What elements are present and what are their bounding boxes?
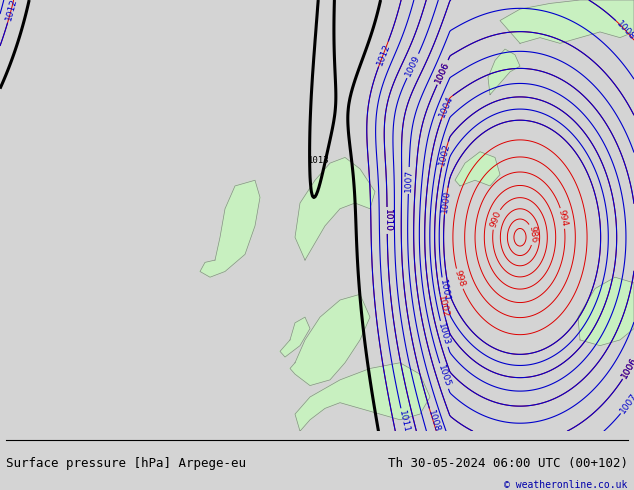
Polygon shape bbox=[290, 294, 370, 386]
Polygon shape bbox=[280, 317, 310, 357]
Text: 1005: 1005 bbox=[436, 364, 452, 389]
Text: 990: 990 bbox=[489, 210, 503, 229]
Polygon shape bbox=[295, 157, 375, 260]
Text: 994: 994 bbox=[557, 209, 569, 228]
Text: 1010: 1010 bbox=[382, 209, 392, 232]
Text: 1007: 1007 bbox=[404, 169, 413, 192]
Text: Surface pressure [hPa] Arpege-eu: Surface pressure [hPa] Arpege-eu bbox=[6, 457, 247, 470]
Text: 1012: 1012 bbox=[4, 0, 18, 22]
Polygon shape bbox=[488, 49, 520, 95]
Text: 1003: 1003 bbox=[436, 321, 451, 346]
Text: 1007: 1007 bbox=[619, 391, 634, 415]
Text: 1009: 1009 bbox=[404, 53, 422, 78]
Polygon shape bbox=[200, 180, 260, 277]
Text: 1010: 1010 bbox=[382, 209, 392, 232]
Text: 1006: 1006 bbox=[434, 60, 451, 85]
Text: 1004: 1004 bbox=[437, 95, 455, 119]
Polygon shape bbox=[295, 363, 430, 431]
Text: 1008: 1008 bbox=[614, 19, 634, 42]
Polygon shape bbox=[455, 152, 500, 186]
Text: 1011: 1011 bbox=[397, 409, 411, 434]
Text: 1001: 1001 bbox=[437, 279, 451, 303]
Text: 1002: 1002 bbox=[437, 142, 452, 167]
Text: © weatheronline.co.uk: © weatheronline.co.uk bbox=[504, 480, 628, 490]
Text: 986: 986 bbox=[527, 225, 538, 244]
Text: Th 30-05-2024 06:00 UTC (00+102): Th 30-05-2024 06:00 UTC (00+102) bbox=[387, 457, 628, 470]
Text: 1008: 1008 bbox=[425, 409, 441, 434]
Text: 1006: 1006 bbox=[620, 355, 634, 380]
Text: 1006: 1006 bbox=[434, 60, 451, 85]
Polygon shape bbox=[500, 0, 634, 43]
Text: 1006: 1006 bbox=[620, 355, 634, 380]
Text: 1012: 1012 bbox=[375, 42, 392, 66]
Text: 1002: 1002 bbox=[436, 295, 450, 319]
Text: 1013: 1013 bbox=[308, 156, 330, 165]
Text: 998: 998 bbox=[453, 269, 466, 289]
Polygon shape bbox=[578, 277, 634, 345]
Text: 1000: 1000 bbox=[440, 189, 452, 213]
